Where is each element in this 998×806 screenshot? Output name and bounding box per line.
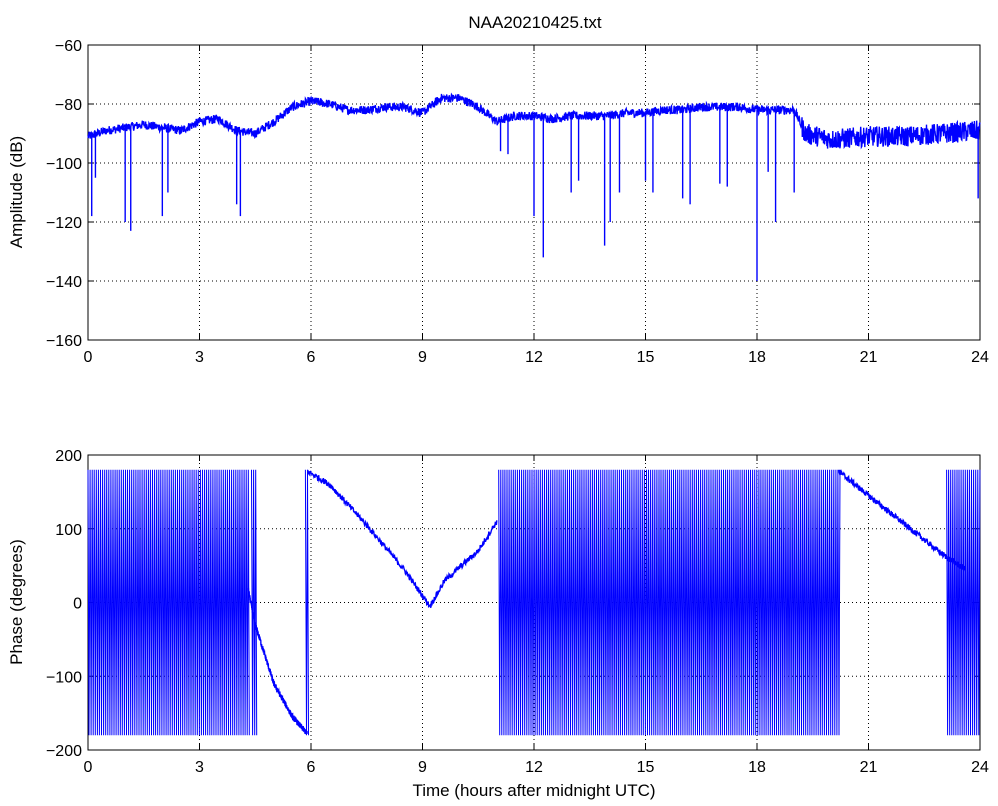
x-axis-label: Time (hours after midnight UTC) xyxy=(412,781,655,800)
x-tick-label: 0 xyxy=(84,349,93,366)
y-tick-label: −80 xyxy=(55,97,82,114)
y-tick-label: −100 xyxy=(46,669,82,686)
x-tick-label: 24 xyxy=(971,349,989,366)
x-tick-label: 18 xyxy=(748,759,766,776)
x-tick-label: 3 xyxy=(195,759,204,776)
x-tick-label: 21 xyxy=(860,349,878,366)
amplitude-series-line xyxy=(87,92,981,150)
phase-trend-line xyxy=(838,468,966,572)
x-tick-label: 18 xyxy=(748,349,766,366)
x-tick-label: 24 xyxy=(971,759,989,776)
y-tick-label: −120 xyxy=(46,215,82,232)
phase-wrap-segment xyxy=(251,469,258,736)
y-axis-label: Amplitude (dB) xyxy=(7,136,26,248)
y-tick-label: −160 xyxy=(46,333,82,350)
x-tick-label: 9 xyxy=(418,349,427,366)
y-tick-label: 100 xyxy=(55,522,82,539)
y-tick-label: −60 xyxy=(55,38,82,55)
y-tick-label: −100 xyxy=(46,156,82,173)
x-tick-label: 15 xyxy=(637,349,655,366)
y-tick-label: −140 xyxy=(46,274,82,291)
x-tick-label: 6 xyxy=(307,349,316,366)
phase-wrap-segment xyxy=(304,469,309,736)
x-tick-label: 0 xyxy=(84,759,93,776)
x-tick-label: 3 xyxy=(195,349,204,366)
x-tick-label: 9 xyxy=(418,759,427,776)
phase-trend-line xyxy=(247,587,308,735)
y-tick-label: 200 xyxy=(55,448,82,465)
phase-trend-line xyxy=(307,469,498,609)
x-tick-label: 12 xyxy=(525,759,543,776)
amplitude-plot: 0 3 6 9 12 15 18 21 24 −60 −80 −100 −120 −140 −160 Ampl… xyxy=(7,38,989,366)
y-tick-label: −200 xyxy=(46,743,82,760)
x-tick-label: 6 xyxy=(307,759,316,776)
x-tick-label: 21 xyxy=(860,759,878,776)
phase-plot: 0 3 6 9 12 15 18 21 24 200 100 0 −100 −200 Phase (degr… xyxy=(7,448,989,800)
phase-wrap-segment xyxy=(498,469,841,736)
phase-wrap-segment xyxy=(87,469,250,736)
phase-wrap-segment xyxy=(946,469,981,736)
x-tick-label: 15 xyxy=(637,759,655,776)
y-tick-label: 0 xyxy=(73,596,82,613)
x-tick-label: 12 xyxy=(525,349,543,366)
figure-title: NAA20210425.txt xyxy=(468,13,602,32)
y-axis-label: Phase (degrees) xyxy=(7,539,26,665)
